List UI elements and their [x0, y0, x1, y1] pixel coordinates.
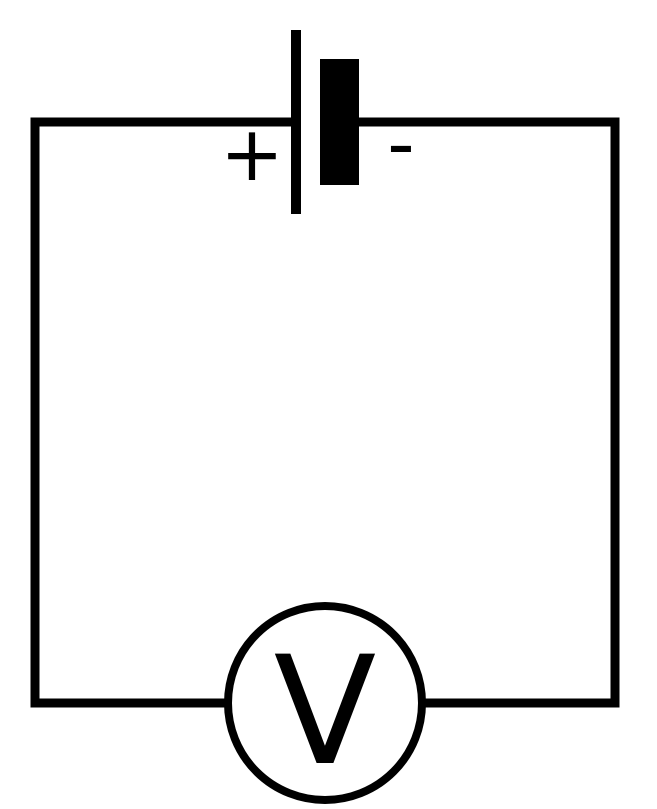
voltmeter: V [224, 602, 426, 804]
battery-negative-label: - [387, 99, 414, 188]
voltmeter-circle [224, 602, 426, 804]
battery-negative-plate [320, 59, 359, 185]
wire-top-right [353, 117, 620, 708]
wire-top-left [30, 117, 296, 708]
circuit-wires [30, 117, 620, 708]
battery-positive-plate [291, 30, 301, 214]
voltmeter-label: V [274, 625, 377, 799]
battery-positive-label: + [220, 109, 284, 198]
battery-cell: + - [220, 30, 415, 214]
